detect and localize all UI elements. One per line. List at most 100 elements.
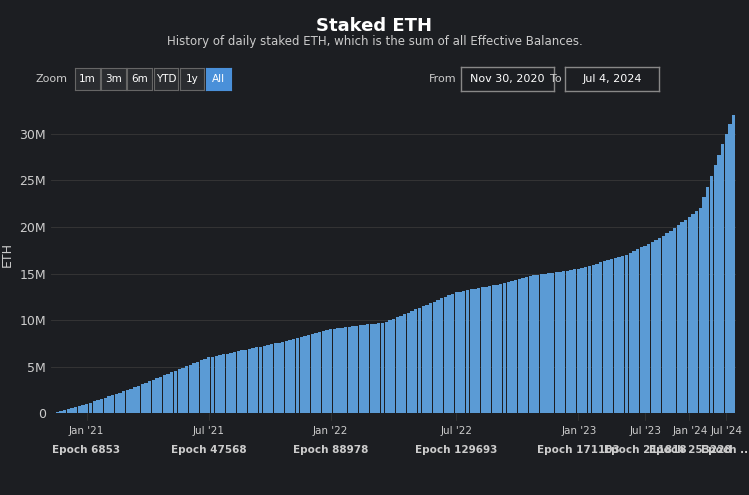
Bar	[70, 408, 73, 413]
Bar	[617, 257, 621, 413]
Bar	[55, 412, 59, 413]
Bar	[684, 219, 688, 413]
Bar	[443, 297, 447, 413]
Text: Epoch 88978: Epoch 88978	[293, 445, 369, 454]
Bar	[699, 208, 702, 413]
Text: From: From	[429, 74, 457, 84]
Bar	[425, 305, 428, 413]
Bar	[433, 301, 436, 413]
Bar	[325, 330, 329, 413]
Bar	[710, 176, 713, 413]
Bar	[688, 217, 691, 413]
Bar	[503, 283, 506, 413]
Bar	[662, 236, 665, 413]
Bar	[506, 282, 510, 413]
Bar	[200, 360, 203, 413]
Bar	[573, 269, 577, 413]
Bar	[540, 274, 543, 413]
Bar	[103, 397, 107, 413]
Bar	[580, 268, 583, 413]
Text: 1y: 1y	[186, 74, 198, 84]
Bar	[285, 341, 288, 413]
Bar	[277, 343, 281, 413]
Bar	[455, 292, 458, 413]
Bar	[721, 144, 724, 413]
Bar	[440, 298, 443, 413]
Bar	[255, 347, 258, 413]
Bar	[266, 345, 270, 413]
Bar	[492, 286, 495, 413]
Text: Zoom: Zoom	[35, 74, 67, 84]
Y-axis label: ETH: ETH	[1, 243, 14, 267]
Bar	[96, 400, 100, 413]
Bar	[366, 325, 369, 413]
Bar	[141, 384, 144, 413]
Bar	[655, 240, 658, 413]
Bar	[214, 356, 218, 413]
Text: Jul '22: Jul '22	[440, 426, 473, 436]
Text: Jul '21: Jul '21	[192, 426, 225, 436]
Bar	[359, 326, 362, 413]
Text: Jan '24: Jan '24	[673, 426, 708, 436]
Bar	[533, 275, 536, 413]
Bar	[145, 383, 148, 413]
Bar	[525, 277, 528, 413]
Bar	[118, 393, 122, 413]
Bar	[311, 334, 314, 413]
Bar	[148, 381, 151, 413]
Text: Jul 4, 2024: Jul 4, 2024	[583, 74, 642, 84]
Bar	[388, 320, 392, 413]
Text: Epoch 129693: Epoch 129693	[416, 445, 498, 454]
Bar	[292, 339, 295, 413]
Bar	[163, 375, 166, 413]
Bar	[370, 324, 373, 413]
Bar	[107, 396, 111, 413]
Bar	[307, 335, 310, 413]
Text: Jul '23: Jul '23	[629, 426, 661, 436]
Bar	[218, 355, 222, 413]
Bar	[237, 351, 240, 413]
Bar	[288, 340, 292, 413]
Bar	[166, 374, 170, 413]
Bar	[565, 271, 569, 413]
Text: 6m: 6m	[131, 74, 148, 84]
Bar	[151, 380, 155, 413]
Bar	[170, 372, 174, 413]
Bar	[680, 222, 684, 413]
Text: Epoch 47568: Epoch 47568	[171, 445, 246, 454]
Bar	[130, 389, 133, 413]
Bar	[466, 290, 469, 413]
Bar	[384, 322, 388, 413]
Bar	[222, 354, 225, 413]
Bar	[548, 273, 551, 413]
Bar	[407, 313, 410, 413]
Bar	[210, 356, 214, 413]
Text: Jan '21: Jan '21	[68, 426, 104, 436]
Bar	[462, 291, 465, 413]
Bar	[380, 323, 384, 413]
Bar	[363, 325, 366, 413]
Bar	[658, 238, 661, 413]
Bar	[259, 346, 262, 413]
Bar	[625, 255, 628, 413]
Bar	[122, 392, 125, 413]
Bar	[418, 308, 421, 413]
Bar	[473, 289, 476, 413]
Text: All: All	[212, 74, 225, 84]
Bar	[318, 332, 321, 413]
Bar	[577, 269, 580, 413]
Bar	[429, 303, 432, 413]
Bar	[732, 115, 736, 413]
Bar	[196, 362, 199, 413]
Bar	[336, 329, 340, 413]
Bar	[470, 290, 473, 413]
Bar	[225, 353, 229, 413]
Bar	[263, 346, 266, 413]
Bar	[133, 387, 136, 413]
Bar	[159, 377, 163, 413]
Bar	[273, 344, 277, 413]
Bar	[728, 124, 732, 413]
Bar	[111, 395, 115, 413]
Bar	[495, 285, 499, 413]
Text: History of daily staked ETH, which is the sum of all Effective Balances.: History of daily staked ETH, which is th…	[166, 35, 583, 48]
